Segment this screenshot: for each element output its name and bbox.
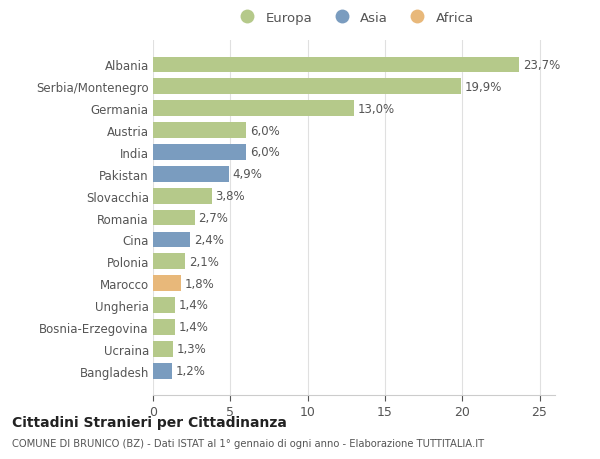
Text: 1,8%: 1,8%	[185, 277, 214, 290]
Legend: Europa, Asia, Africa: Europa, Asia, Africa	[232, 10, 476, 28]
Bar	[153, 341, 173, 357]
Text: 1,4%: 1,4%	[179, 321, 208, 334]
Bar	[153, 57, 520, 73]
Bar	[153, 101, 354, 117]
Bar	[153, 297, 175, 313]
Text: 1,2%: 1,2%	[175, 364, 205, 377]
Bar	[153, 188, 212, 204]
Text: 2,1%: 2,1%	[190, 255, 219, 268]
Bar	[153, 145, 246, 160]
Text: 2,4%: 2,4%	[194, 233, 224, 246]
Text: 3,8%: 3,8%	[215, 190, 245, 203]
Text: Cittadini Stranieri per Cittadinanza: Cittadini Stranieri per Cittadinanza	[12, 415, 287, 429]
Text: 19,9%: 19,9%	[464, 81, 502, 94]
Bar	[153, 254, 185, 269]
Bar	[153, 79, 461, 95]
Text: 6,0%: 6,0%	[250, 124, 280, 137]
Text: 6,0%: 6,0%	[250, 146, 280, 159]
Text: 1,4%: 1,4%	[179, 299, 208, 312]
Bar	[153, 210, 195, 226]
Bar	[153, 123, 246, 139]
Bar	[153, 232, 190, 248]
Bar	[153, 319, 175, 335]
Bar	[153, 167, 229, 182]
Text: 23,7%: 23,7%	[523, 59, 560, 72]
Bar	[153, 276, 181, 291]
Text: 13,0%: 13,0%	[358, 102, 395, 115]
Bar	[153, 363, 172, 379]
Text: 1,3%: 1,3%	[177, 342, 207, 355]
Text: COMUNE DI BRUNICO (BZ) - Dati ISTAT al 1° gennaio di ogni anno - Elaborazione TU: COMUNE DI BRUNICO (BZ) - Dati ISTAT al 1…	[12, 438, 484, 448]
Text: 2,7%: 2,7%	[199, 212, 229, 224]
Text: 4,9%: 4,9%	[233, 168, 263, 181]
